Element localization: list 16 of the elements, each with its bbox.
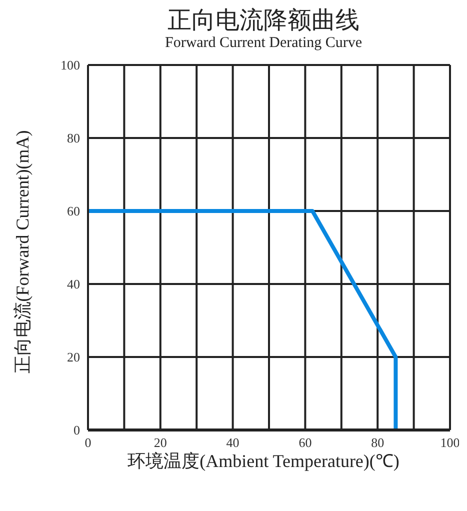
- y-tick-label: 40: [67, 276, 80, 292]
- chart-title: 正向电流降额曲线: [166, 8, 360, 34]
- x-tick-label: 0: [84, 435, 92, 450]
- y-tick-label: 0: [74, 422, 80, 438]
- x-tick-label: 60: [298, 435, 312, 450]
- y-axis-title: 正向电流(Forward Current)(mA): [12, 130, 34, 374]
- chart-subtitle: Forward Current Derating Curve: [164, 34, 364, 52]
- x-tick-label: 80: [371, 435, 384, 450]
- y-tick-label: 100: [60, 58, 80, 73]
- y-tick-label: 80: [67, 130, 80, 146]
- x-tick-label: 40: [226, 435, 240, 450]
- y-tick-label: 60: [67, 204, 80, 219]
- x-tick-label: 100: [440, 435, 460, 450]
- y-tick-label: 20: [67, 350, 80, 365]
- x-tick-label: 20: [154, 435, 167, 450]
- x-axis-title: 环境温度(Ambient Temperature)(℃): [128, 451, 400, 471]
